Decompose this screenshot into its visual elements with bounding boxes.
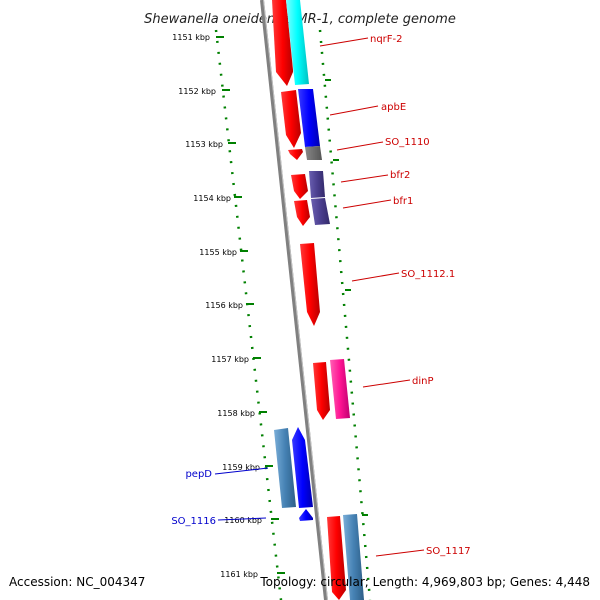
ruler-line <box>214 29 283 600</box>
cog-block <box>274 428 296 508</box>
tick-label: 1160 kbp <box>224 516 262 525</box>
cog-block <box>298 89 320 147</box>
gene-arrow-reverse[interactable] <box>299 509 313 521</box>
tick-label: 1159 kbp <box>222 463 260 472</box>
cog-track <box>274 0 364 600</box>
ruler-tick-labels: 1151 kbp 1152 kbp 1153 kbp 1154 kbp 1155… <box>172 33 262 579</box>
tick-label: 1155 kbp <box>199 248 237 257</box>
tick-label: 1157 kbp <box>211 355 249 364</box>
tick-label: 1153 kbp <box>185 140 223 149</box>
gene-arrow-reverse[interactable] <box>292 427 313 508</box>
tick-label: 1152 kbp <box>178 87 216 96</box>
genome-summary-text: Topology: circular; Length: 4,969,803 bp… <box>260 575 590 589</box>
outer-dotted-line <box>318 29 372 600</box>
gene-label-so-1116[interactable]: SO_1116 <box>171 516 216 527</box>
tick-label: 1156 kbp <box>205 301 243 310</box>
cog-block <box>309 171 325 198</box>
gene-arrow[interactable] <box>291 174 308 199</box>
label-leaders-reverse <box>214 467 269 521</box>
gene-label-bfr1[interactable]: bfr1 <box>393 196 413 207</box>
tick-label: 1154 kbp <box>193 194 231 203</box>
gene-labels: nqrF-2 apbE SO_1110 bfr2 bfr1 SO_1112.1 … <box>171 34 470 557</box>
gene-arrow[interactable] <box>313 362 330 420</box>
tick-label: 1151 kbp <box>172 33 210 42</box>
cog-block <box>330 359 350 419</box>
gene-label-so-1110[interactable]: SO_1110 <box>385 137 430 148</box>
gene-label-pepd[interactable]: pepD <box>185 469 212 480</box>
gene-label-so-1117[interactable]: SO_1117 <box>426 546 471 557</box>
gene-arrow[interactable] <box>281 90 301 148</box>
accession-text: Accession: NC_004347 <box>9 575 146 589</box>
gene-arrow[interactable] <box>300 243 320 326</box>
gene-label-apbe[interactable]: apbE <box>381 102 406 113</box>
gene-label-nqrf-2[interactable]: nqrF-2 <box>370 34 403 45</box>
gene-label-so-1112-1[interactable]: SO_1112.1 <box>401 269 455 280</box>
cog-block <box>286 0 309 85</box>
gene-label-dinp[interactable]: dinP <box>412 376 434 387</box>
cog-block <box>343 514 364 600</box>
gene-label-bfr2[interactable]: bfr2 <box>390 170 410 181</box>
ruler-ticks <box>216 36 368 574</box>
cog-block <box>311 198 330 225</box>
cog-block <box>305 146 322 160</box>
gene-arrow[interactable] <box>294 200 310 226</box>
label-leaders <box>319 37 425 557</box>
tick-label: 1158 kbp <box>217 409 255 418</box>
backbone-line <box>260 0 328 600</box>
gene-arrow[interactable] <box>272 0 293 86</box>
gene-arrow[interactable] <box>327 516 346 600</box>
gene-arrow[interactable] <box>288 149 303 160</box>
tick-label: 1161 kbp <box>220 570 258 579</box>
gene-track <box>272 0 346 600</box>
